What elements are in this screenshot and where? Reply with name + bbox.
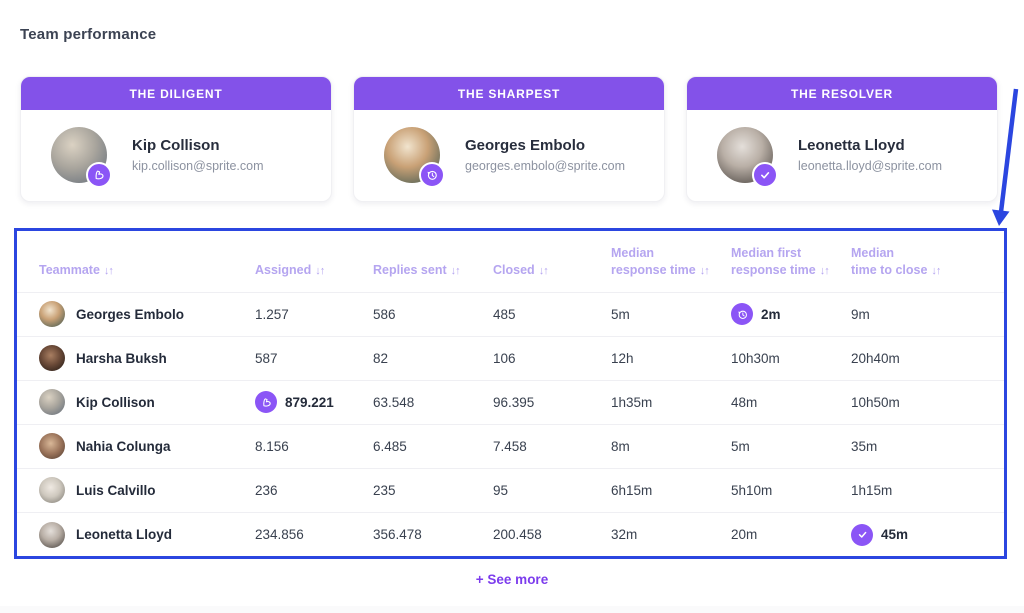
sort-icon: ↓↑ bbox=[103, 264, 114, 277]
sort-icon: ↓↑ bbox=[819, 264, 830, 277]
column-header-median-time-to-close[interactable]: Median time to close ↓↑ bbox=[851, 246, 941, 277]
avatar bbox=[39, 345, 65, 372]
column-header-assigned[interactable]: Assigned ↓↑ bbox=[255, 262, 325, 277]
column-header-median-first-response-time[interactable]: Median first response time ↓↑ bbox=[731, 246, 830, 277]
median-first-response-time-cell: 5h10m bbox=[731, 467, 851, 513]
award-card-banner: THE RESOLVER bbox=[687, 77, 997, 110]
replies-sent-cell: 63.548 bbox=[373, 379, 493, 425]
avatar bbox=[39, 389, 65, 416]
award-card-banner: THE SHARPEST bbox=[354, 77, 664, 110]
median-response-time-cell: 5m bbox=[611, 291, 731, 337]
see-more-link[interactable]: + See more bbox=[475, 572, 549, 588]
sort-icon: ↓↑ bbox=[450, 264, 461, 277]
table-row[interactable]: Kip Collison 879.221 63.548 96.395 1h35m… bbox=[17, 379, 1004, 425]
award-card-email: kip.collison@sprite.com bbox=[132, 159, 264, 173]
avatar bbox=[39, 301, 65, 328]
avatar bbox=[39, 433, 65, 460]
median-response-time-cell: 8m bbox=[611, 423, 731, 469]
check-icon bbox=[752, 162, 778, 188]
teammate-cell: Georges Embolo bbox=[39, 301, 249, 328]
assigned-cell: 879.221 bbox=[255, 391, 367, 414]
award-card-email: leonetta.lloyd@sprite.com bbox=[798, 159, 943, 173]
replies-sent-cell: 356.478 bbox=[373, 511, 493, 557]
teammate-cell: Kip Collison bbox=[39, 389, 249, 416]
median-time-to-close-cell: 20h40m bbox=[851, 335, 1004, 381]
award-card-name: Leonetta Lloyd bbox=[798, 137, 905, 154]
table-row[interactable]: Harsha Buksh 587 82 106 12h 10h30m 20h40… bbox=[17, 335, 1004, 381]
assigned-cell: 8.156 bbox=[255, 423, 373, 469]
column-header-replies-sent[interactable]: Replies sent ↓↑ bbox=[373, 262, 461, 277]
column-header-teammate[interactable]: Teammate ↓↑ bbox=[39, 262, 114, 277]
avatar bbox=[39, 521, 65, 548]
assigned-cell: 587 bbox=[255, 335, 373, 381]
replies-sent-cell: 82 bbox=[373, 335, 493, 381]
column-header-closed[interactable]: Closed ↓↑ bbox=[493, 262, 549, 277]
median-response-time-cell: 12h bbox=[611, 335, 731, 381]
closed-cell: 96.395 bbox=[493, 379, 611, 425]
award-card-name: Georges Embolo bbox=[465, 137, 586, 154]
sort-icon: ↓↑ bbox=[931, 264, 941, 277]
flex-arm-icon bbox=[255, 391, 277, 414]
team-performance-table-highlight: Teammate ↓↑ Assigned ↓↑ Replies sent ↓↑ Clo… bbox=[14, 228, 1007, 560]
median-first-response-time-cell: 20m bbox=[731, 511, 851, 557]
closed-cell: 7.458 bbox=[493, 423, 611, 469]
history-clock-icon bbox=[731, 303, 753, 326]
median-first-response-time-cell: 2m bbox=[731, 303, 845, 326]
check-icon bbox=[851, 523, 873, 546]
sort-icon: ↓↑ bbox=[699, 264, 710, 277]
closed-cell: 485 bbox=[493, 291, 611, 337]
flex-arm-icon bbox=[86, 162, 112, 188]
award-card-sharpest: THE SHARPEST Georges Embolo georges.embo… bbox=[353, 76, 665, 202]
median-response-time-cell: 32m bbox=[611, 511, 731, 557]
median-time-to-close-cell: 9m bbox=[851, 291, 1004, 337]
table-row[interactable]: Leonetta Lloyd 234.856 356.478 200.458 3… bbox=[17, 511, 1004, 557]
median-time-to-close-cell: 35m bbox=[851, 423, 1004, 469]
teammate-cell: Nahia Colunga bbox=[39, 433, 249, 460]
replies-sent-cell: 586 bbox=[373, 291, 493, 337]
team-performance-table: Teammate ↓↑ Assigned ↓↑ Replies sent ↓↑ Clo… bbox=[17, 231, 1004, 557]
closed-cell: 200.458 bbox=[493, 511, 611, 557]
median-time-to-close-cell: 1h15m bbox=[851, 467, 1004, 513]
award-card-banner: THE DILIGENT bbox=[21, 77, 331, 110]
assigned-cell: 234.856 bbox=[255, 511, 373, 557]
column-header-median-response-time[interactable]: Median response time ↓↑ bbox=[611, 246, 710, 277]
closed-cell: 106 bbox=[493, 335, 611, 381]
sort-icon: ↓↑ bbox=[538, 264, 549, 277]
award-card-diligent: THE DILIGENT Kip Collison kip.collison@s… bbox=[20, 76, 332, 202]
median-time-to-close-cell: 10h50m bbox=[851, 379, 1004, 425]
replies-sent-cell: 235 bbox=[373, 467, 493, 513]
award-card-name: Kip Collison bbox=[132, 137, 220, 154]
table-row[interactable]: Georges Embolo 1.257 586 485 5m 2m 9m bbox=[17, 291, 1004, 337]
median-first-response-time-cell: 48m bbox=[731, 379, 851, 425]
avatar bbox=[39, 477, 65, 504]
median-response-time-cell: 1h35m bbox=[611, 379, 731, 425]
page-title: Team performance bbox=[20, 26, 157, 43]
median-first-response-time-cell: 5m bbox=[731, 423, 851, 469]
teammate-cell: Luis Calvillo bbox=[39, 477, 249, 504]
page-bottom-edge bbox=[0, 606, 1024, 613]
table-row[interactable]: Nahia Colunga 8.156 6.485 7.458 8m 5m 35… bbox=[17, 423, 1004, 469]
median-first-response-time-cell: 10h30m bbox=[731, 335, 851, 381]
median-response-time-cell: 6h15m bbox=[611, 467, 731, 513]
table-row[interactable]: Luis Calvillo 236 235 95 6h15m 5h10m 1h1… bbox=[17, 467, 1004, 513]
award-card-email: georges.embolo@sprite.com bbox=[465, 159, 625, 173]
award-card-resolver: THE RESOLVER Leonetta Lloyd leonetta.llo… bbox=[686, 76, 998, 202]
assigned-cell: 236 bbox=[255, 467, 373, 513]
history-clock-icon bbox=[419, 162, 445, 188]
teammate-cell: Leonetta Lloyd bbox=[39, 521, 249, 548]
median-time-to-close-cell: 45m bbox=[851, 523, 998, 546]
sort-icon: ↓↑ bbox=[315, 264, 325, 277]
teammate-cell: Harsha Buksh bbox=[39, 345, 249, 372]
assigned-cell: 1.257 bbox=[255, 291, 373, 337]
closed-cell: 95 bbox=[493, 467, 611, 513]
award-cards: THE DILIGENT Kip Collison kip.collison@s… bbox=[20, 76, 998, 202]
replies-sent-cell: 6.485 bbox=[373, 423, 493, 469]
table-header-row: Teammate ↓↑ Assigned ↓↑ Replies sent ↓↑ Clo… bbox=[17, 231, 1004, 292]
